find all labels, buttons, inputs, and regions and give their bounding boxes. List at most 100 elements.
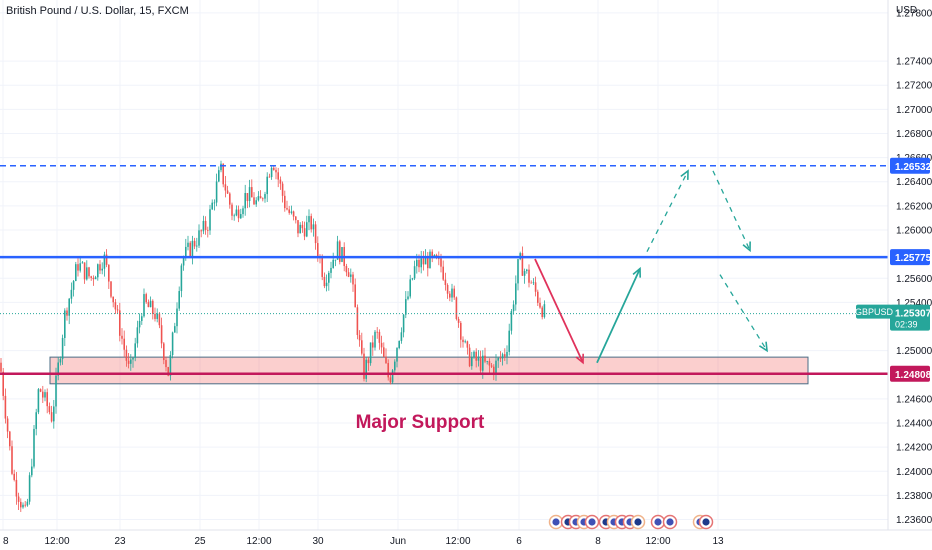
candle-body: [477, 356, 480, 361]
economic-event-icon[interactable]: [548, 514, 564, 530]
candle-body: [4, 395, 7, 419]
price-tick-label: 1.25000: [896, 346, 932, 357]
time-tick-label: 12:00: [44, 536, 69, 547]
candle-body: [132, 357, 134, 360]
time-tick-label: 8: [3, 536, 9, 547]
candle-body: [145, 294, 147, 303]
candle-body: [506, 351, 508, 357]
candle-body: [187, 242, 189, 247]
time-tick-label: Jun: [390, 536, 406, 547]
candle-body: [255, 200, 257, 205]
candle-body: [163, 343, 165, 361]
candle-body: [44, 392, 46, 398]
candle-body: [99, 264, 101, 271]
candle-body: [277, 172, 279, 180]
candle-body: [160, 325, 163, 344]
candle-body: [39, 389, 42, 392]
candle-body: [180, 265, 183, 292]
chart-title: British Pound / U.S. Dollar, 15, FXCM: [6, 5, 189, 17]
candle-body: [532, 282, 535, 284]
candle-body: [165, 360, 167, 368]
candle-body: [292, 211, 295, 217]
candle-body: [286, 208, 288, 210]
candle-body: [207, 229, 209, 231]
projections: [534, 169, 768, 365]
candle-body: [68, 298, 70, 316]
candle-body: [334, 259, 337, 261]
candle-body: [380, 342, 383, 348]
candle-body: [440, 258, 442, 267]
candle-body: [279, 179, 282, 184]
candle-body: [385, 356, 387, 364]
support-price-tag-value: 1.24808: [895, 370, 932, 381]
candle-body: [242, 208, 244, 215]
candle-body: [328, 272, 330, 283]
candle-body: [28, 475, 31, 502]
candle-body: [50, 412, 53, 422]
candles: [0, 160, 546, 512]
price-tick-label: 1.27200: [896, 81, 932, 92]
candle-body: [330, 267, 332, 273]
candle-body: [482, 355, 484, 371]
economic-event-icon[interactable]: [650, 514, 666, 530]
candle-body: [31, 466, 33, 476]
candle-body: [352, 274, 354, 285]
candle-body: [453, 288, 455, 298]
candle-body: [220, 163, 222, 171]
price-tick-label: 1.23800: [896, 491, 932, 502]
candle-body: [251, 187, 253, 198]
economic-event-icon[interactable]: [698, 514, 714, 530]
candle-body: [6, 418, 9, 432]
candle-body: [237, 209, 240, 219]
candle-body: [46, 392, 48, 407]
projection-arrow-1-head: [575, 353, 584, 365]
candle-body: [79, 263, 81, 271]
candle-body: [59, 359, 62, 363]
candle-body: [442, 266, 444, 280]
candle-body: [48, 406, 51, 413]
economic-event-icon[interactable]: [584, 514, 600, 530]
candle-body: [314, 224, 317, 244]
candle-body: [321, 258, 323, 277]
time-tick-label: 25: [194, 536, 206, 547]
candle-body: [22, 504, 24, 508]
candle-body: [169, 355, 172, 376]
economic-event-icon[interactable]: [662, 514, 678, 530]
candle-body: [198, 230, 200, 246]
candle-body: [222, 163, 224, 185]
candle-body: [528, 269, 530, 283]
candle-body: [499, 357, 502, 359]
candle-body: [209, 209, 211, 231]
candle-body: [515, 283, 517, 305]
time-tick-label: 23: [114, 536, 126, 547]
candle-body: [125, 349, 128, 361]
candle-body: [521, 253, 524, 276]
candle-body: [284, 195, 286, 209]
candle-body: [350, 274, 352, 277]
candle-body: [268, 176, 271, 178]
resistance-price-tag-bg: [890, 157, 930, 174]
candle-body: [61, 337, 64, 360]
candle-body: [451, 288, 453, 298]
economic-events[interactable]: [548, 514, 714, 530]
price-tick-label: 1.27000: [896, 105, 932, 116]
candle-body: [416, 259, 418, 267]
time-tick-label: 12:00: [246, 536, 271, 547]
candle-body: [356, 307, 359, 336]
candle-body: [457, 318, 460, 323]
candle-body: [270, 167, 273, 178]
event-flag: [702, 518, 710, 526]
candle-body: [526, 269, 528, 272]
candle-body: [215, 181, 218, 203]
candle-body: [11, 446, 13, 474]
projection-arrow-4: [712, 170, 751, 251]
candle-body: [77, 264, 79, 271]
candle-body: [517, 259, 519, 284]
candle-body: [66, 310, 68, 316]
candle-body: [383, 347, 385, 357]
economic-event-icon[interactable]: [630, 514, 646, 530]
projection-arrow-3-head: [680, 169, 689, 180]
